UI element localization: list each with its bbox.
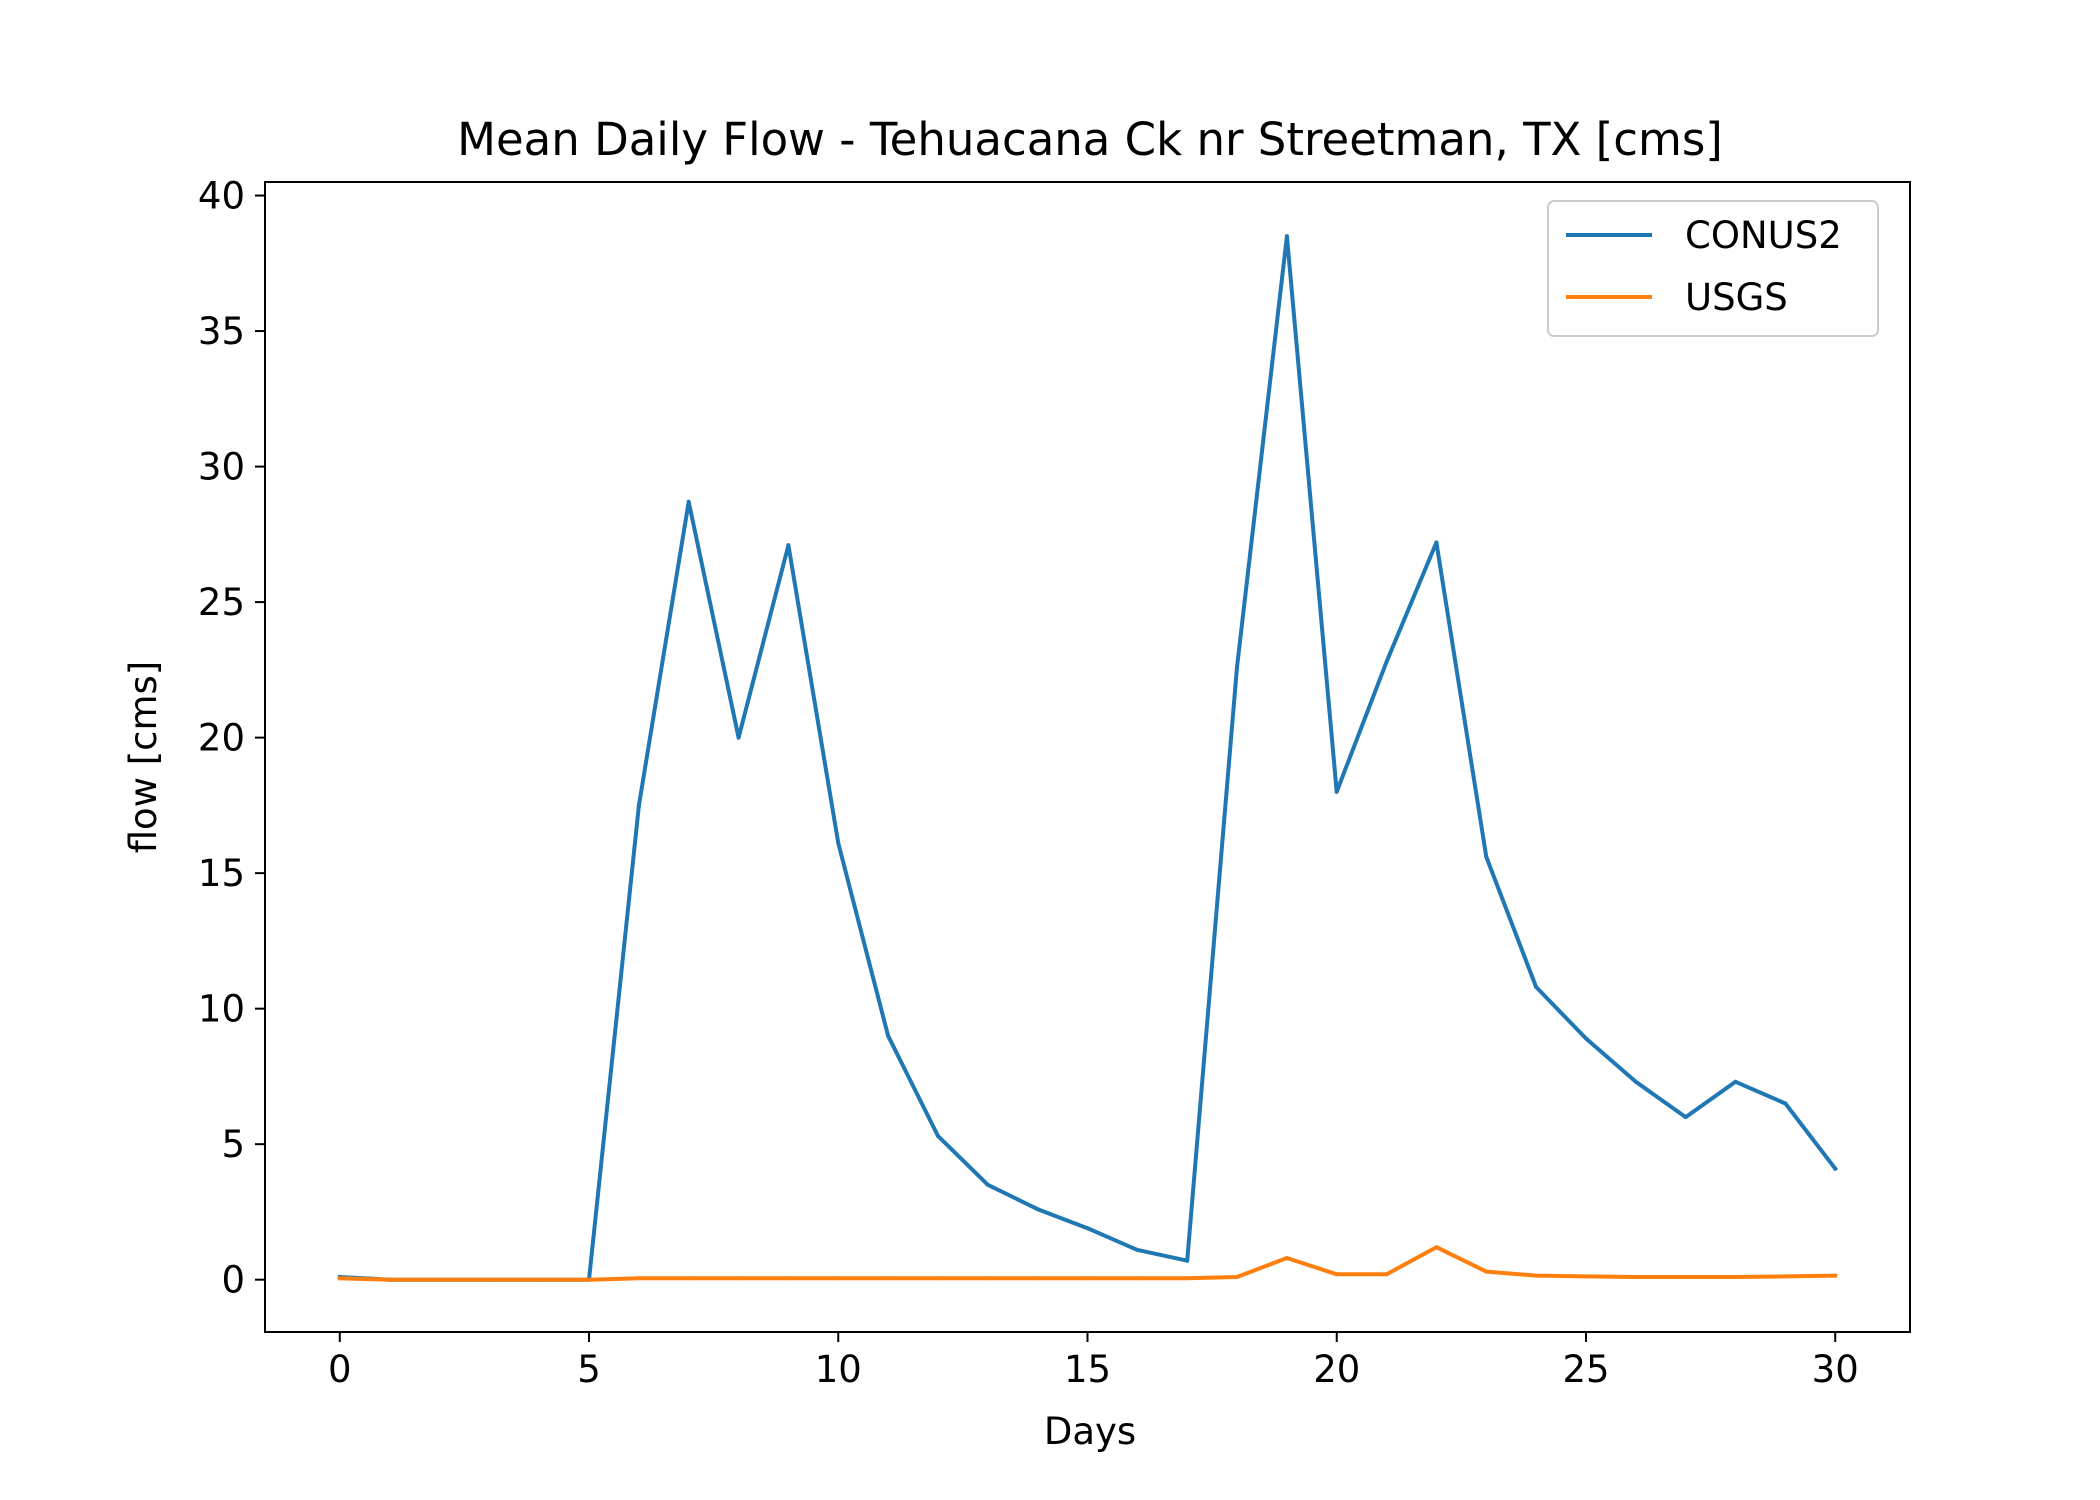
data-point-usgs-14 xyxy=(1035,1276,1040,1281)
data-point-usgs-8 xyxy=(736,1276,741,1281)
data-point-usgs-23 xyxy=(1484,1269,1489,1274)
plot-area-frame xyxy=(264,181,1911,1333)
data-point-usgs-7 xyxy=(686,1276,691,1281)
x-tick-label: 25 xyxy=(1562,1348,1609,1391)
data-point-usgs-18 xyxy=(1235,1275,1239,1279)
data-point-conus2-19 xyxy=(1284,234,1289,239)
y-tick-label: 30 xyxy=(198,446,245,489)
y-tick-label: 5 xyxy=(221,1123,245,1166)
data-point-usgs-13 xyxy=(985,1276,990,1281)
data-point-usgs-24 xyxy=(1534,1273,1539,1278)
data-point-usgs-9 xyxy=(786,1276,791,1281)
chart-title: Mean Daily Flow - Tehuacana Ck nr Street… xyxy=(457,113,1723,166)
legend-label-usgs: USGS xyxy=(1685,276,1788,319)
data-point-usgs-6 xyxy=(636,1276,641,1281)
x-tick-label: 0 xyxy=(328,1348,352,1391)
x-tick-label: 10 xyxy=(815,1348,862,1391)
data-point-usgs-15 xyxy=(1085,1276,1090,1281)
x-tick-label: 20 xyxy=(1313,1348,1360,1391)
data-point-conus2-10 xyxy=(836,841,841,846)
data-point-usgs-16 xyxy=(1135,1276,1140,1281)
data-point-conus2-25 xyxy=(1584,1036,1588,1041)
data-point-conus2-21 xyxy=(1384,659,1389,664)
y-tick-label: 0 xyxy=(221,1259,245,1302)
data-point-conus2-16 xyxy=(1135,1247,1140,1252)
data-point-conus2-23 xyxy=(1484,854,1489,859)
y-tick-label: 20 xyxy=(198,717,245,760)
data-point-usgs-2 xyxy=(437,1277,442,1282)
legend-label-conus2: CONUS2 xyxy=(1685,214,1842,257)
data-point-usgs-1 xyxy=(387,1277,392,1282)
data-point-conus2-18 xyxy=(1235,665,1239,670)
y-tick-label: 35 xyxy=(198,310,245,353)
x-axis-title: Days xyxy=(1044,1410,1136,1453)
series-layer xyxy=(337,234,1839,1282)
data-point-usgs-12 xyxy=(936,1276,940,1281)
y-axis-title: flow [cms] xyxy=(122,661,165,854)
data-point-conus2-15 xyxy=(1085,1226,1090,1231)
data-point-conus2-6 xyxy=(636,803,641,808)
data-point-conus2-26 xyxy=(1633,1079,1638,1084)
x-tick-label: 5 xyxy=(577,1348,601,1391)
x-tick-label: 15 xyxy=(1064,1348,1111,1391)
data-point-usgs-0 xyxy=(337,1276,342,1281)
legend: CONUS2 USGS xyxy=(1547,200,1879,337)
data-point-conus2-29 xyxy=(1783,1101,1788,1106)
data-point-usgs-28 xyxy=(1733,1275,1738,1279)
data-point-usgs-4 xyxy=(537,1277,542,1282)
data-point-conus2-13 xyxy=(985,1182,990,1187)
data-point-conus2-24 xyxy=(1534,985,1539,989)
y-axis-ticks: 0 5 10 15 20 25 30 35 40 xyxy=(198,175,265,1302)
data-point-conus2-12 xyxy=(936,1134,940,1138)
data-point-conus2-7 xyxy=(686,499,691,504)
data-point-usgs-27 xyxy=(1683,1275,1688,1279)
data-point-usgs-19 xyxy=(1284,1256,1289,1260)
y-tick-label: 10 xyxy=(198,988,245,1031)
data-point-conus2-17 xyxy=(1185,1258,1190,1263)
data-point-usgs-26 xyxy=(1633,1275,1638,1279)
data-point-conus2-27 xyxy=(1683,1115,1688,1120)
data-point-usgs-29 xyxy=(1783,1274,1788,1279)
data-point-conus2-22 xyxy=(1434,540,1439,545)
y-tick-label: 25 xyxy=(198,581,245,624)
data-point-conus2-8 xyxy=(736,735,741,740)
data-point-conus2-9 xyxy=(786,543,791,548)
data-point-usgs-5 xyxy=(587,1277,591,1282)
data-point-usgs-21 xyxy=(1384,1272,1389,1277)
data-point-conus2-30 xyxy=(1833,1166,1838,1171)
data-point-conus2-28 xyxy=(1733,1079,1738,1084)
data-point-usgs-30 xyxy=(1833,1273,1838,1278)
data-point-usgs-22 xyxy=(1434,1245,1439,1250)
data-point-usgs-3 xyxy=(487,1277,492,1282)
y-tick-label: 40 xyxy=(198,175,245,218)
data-point-usgs-11 xyxy=(886,1276,891,1281)
data-point-usgs-10 xyxy=(836,1276,841,1281)
x-tick-label: 30 xyxy=(1812,1348,1859,1391)
data-point-conus2-11 xyxy=(886,1033,891,1038)
data-point-conus2-20 xyxy=(1334,789,1339,794)
data-point-usgs-17 xyxy=(1185,1276,1190,1281)
x-axis-ticks: 0 5 10 15 20 25 30 xyxy=(328,1332,1859,1391)
data-point-usgs-25 xyxy=(1584,1274,1588,1279)
data-point-usgs-20 xyxy=(1334,1272,1339,1277)
y-tick-label: 15 xyxy=(198,852,245,895)
data-point-conus2-14 xyxy=(1035,1207,1040,1212)
